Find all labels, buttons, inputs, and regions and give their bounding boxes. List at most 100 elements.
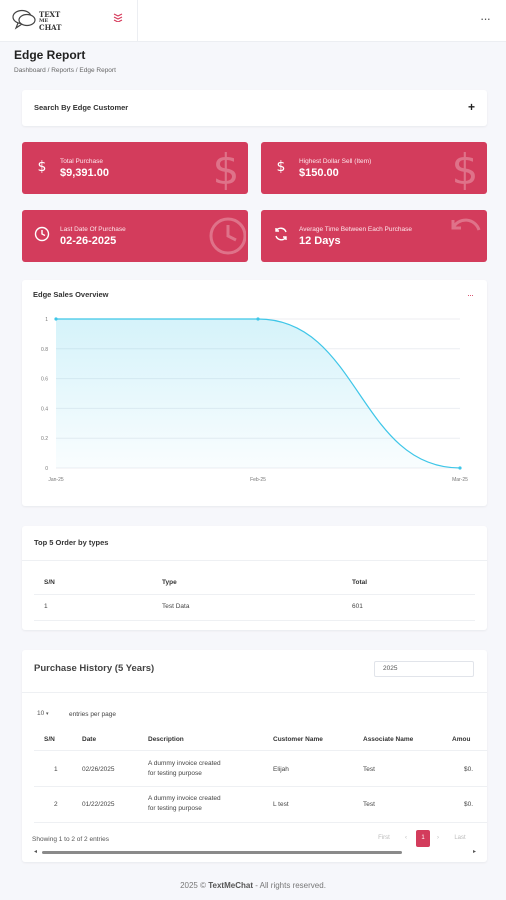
table-cell: for testing purpose	[148, 770, 202, 777]
divider	[34, 786, 487, 787]
refresh-icon	[275, 227, 287, 241]
table-cell: 02/26/2025	[82, 766, 115, 773]
column-header[interactable]: Amou	[452, 736, 471, 743]
column-header[interactable]: S/N	[44, 736, 55, 743]
scroll-left-icon[interactable]: ◂	[34, 849, 38, 855]
dollar-icon: $	[277, 159, 286, 174]
stat-value: 12 Days	[299, 235, 341, 247]
stat-last-purchase-date: Last Date Of Purchase 02-26-2025	[22, 210, 248, 262]
pagination-next[interactable]: ›	[437, 835, 439, 841]
clock-icon	[34, 226, 50, 242]
series-line	[55, 318, 461, 469]
table-cell: Test	[363, 766, 375, 773]
logo[interactable]: TEXT ME CHAT	[12, 8, 72, 34]
divider	[22, 560, 487, 561]
table-cell: $0.	[464, 801, 474, 808]
column-header[interactable]: Date	[82, 736, 97, 743]
horizontal-scrollbar[interactable]: ◂ ▸	[34, 849, 476, 855]
scrollbar-thumb[interactable]	[42, 851, 402, 854]
entries-per-page-select[interactable]: 10 ▾	[37, 710, 49, 717]
table-cell: 601	[352, 603, 363, 610]
svg-text:$: $	[452, 146, 479, 190]
svg-text:$: $	[277, 159, 286, 174]
stat-label: Last Date Of Purchase	[60, 226, 126, 233]
stat-average-time-between-purchases: Average Time Between Each Purchase 12 Da…	[261, 210, 487, 262]
top5-title: Top 5 Order by types	[34, 538, 109, 547]
expand-plus-icon[interactable]: +	[467, 100, 475, 114]
footer-year: 2025 ©	[180, 881, 206, 890]
table-cell: 1	[44, 603, 48, 610]
chart-menu-icon[interactable]: ···	[467, 290, 474, 300]
search-customer-panel[interactable]: Search By Edge Customer +	[22, 90, 487, 126]
top5-orders-card: Top 5 Order by types S/N Type Total 1 Te…	[22, 526, 487, 630]
more-options-icon[interactable]: ···	[480, 11, 491, 26]
stat-total-purchase: $ Total Purchase $9,391.00 $	[22, 142, 248, 194]
pagination-page-1[interactable]: 1	[416, 830, 430, 847]
table-cell: A dummy invoice created	[148, 795, 221, 802]
purchase-history-title: Purchase History (5 Years)	[34, 663, 155, 674]
column-header: S/N	[44, 579, 55, 586]
table-cell: A dummy invoice created	[148, 760, 221, 767]
pagination-last[interactable]: Last	[454, 835, 466, 841]
x-tick-label: Feb-25	[250, 477, 266, 483]
dollar-icon: $	[38, 159, 47, 174]
table-cell: for testing purpose	[148, 805, 202, 812]
stat-value: $9,391.00	[60, 167, 109, 179]
pagination-first[interactable]: First	[378, 835, 390, 841]
x-tick-label: Mar-25	[452, 477, 468, 483]
y-tick-label: 1	[45, 317, 48, 323]
divider	[34, 750, 487, 751]
column-header[interactable]: Description	[148, 736, 184, 743]
divider	[34, 594, 475, 595]
stat-label: Highest Dollar Sell (Item)	[299, 158, 372, 165]
stat-label: Total Purchase	[60, 158, 103, 165]
column-header: Type	[162, 579, 177, 586]
column-header[interactable]: Customer Name	[273, 736, 323, 743]
menu-toggle-icon[interactable]	[112, 12, 124, 26]
scroll-right-icon[interactable]: ▸	[472, 849, 476, 855]
table-info-text: Showing 1 to 2 of 2 entries	[32, 836, 109, 843]
footer-rights: - All rights reserved.	[255, 881, 326, 890]
data-point	[256, 317, 260, 321]
clock-watermark-icon	[209, 217, 246, 255]
search-customer-label: Search By Edge Customer	[34, 103, 129, 112]
table-cell: Elijah	[273, 766, 289, 773]
series-area	[56, 319, 460, 468]
svg-text:$: $	[213, 146, 240, 190]
stat-label: Average Time Between Each Purchase	[299, 226, 412, 233]
stat-value: 02-26-2025	[60, 235, 117, 247]
purchase-history-card: Purchase History (5 Years) 2025 10 ▾ ent…	[22, 650, 487, 862]
edge-sales-overview-card: Edge Sales Overview ··· 0 0.2 0.4 0.6 0.8 1 Ja…	[22, 280, 487, 506]
dollar-watermark-icon: $	[452, 146, 479, 190]
y-tick-label: 0.4	[41, 406, 48, 412]
column-header: Total	[352, 579, 368, 586]
divider	[22, 692, 487, 693]
dollar-watermark-icon: $	[213, 146, 240, 190]
table-cell: $0.	[464, 766, 474, 773]
table-cell: 1	[54, 766, 58, 773]
page-title: Edge Report	[14, 48, 86, 62]
divider	[34, 822, 487, 823]
stat-highest-dollar-sell: $ Highest Dollar Sell (Item) $150.00 $	[261, 142, 487, 194]
svg-text:$: $	[38, 159, 47, 174]
y-tick-label: 0.2	[41, 436, 48, 442]
edge-sales-chart: 0 0.2 0.4 0.6 0.8 1 Jan-25 Feb-25 Mar-25	[41, 317, 468, 483]
year-filter-input[interactable]: 2025	[374, 661, 474, 677]
breadcrumb[interactable]: Dashboard / Reports / Edge Report	[14, 67, 116, 74]
column-header[interactable]: Associate Name	[363, 736, 414, 743]
entries-per-page-label: entries per page	[69, 711, 116, 718]
y-tick-label: 0.8	[41, 347, 48, 353]
data-point	[54, 317, 58, 321]
refresh-watermark-icon	[451, 218, 481, 231]
divider	[34, 620, 475, 621]
data-point	[458, 466, 462, 470]
table-cell: 01/22/2025	[82, 801, 115, 808]
logo-text: TEXT ME CHAT	[39, 10, 62, 32]
x-tick-label: Jan-25	[48, 477, 64, 483]
table-cell: Test	[363, 801, 375, 808]
table-cell: Test Data	[162, 603, 190, 610]
y-tick-label: 0.6	[41, 377, 48, 383]
topbar-divider	[137, 0, 138, 42]
pagination-prev[interactable]: ‹	[405, 835, 407, 841]
footer: 2025 © TextMeChat - All rights reserved.	[0, 881, 506, 890]
